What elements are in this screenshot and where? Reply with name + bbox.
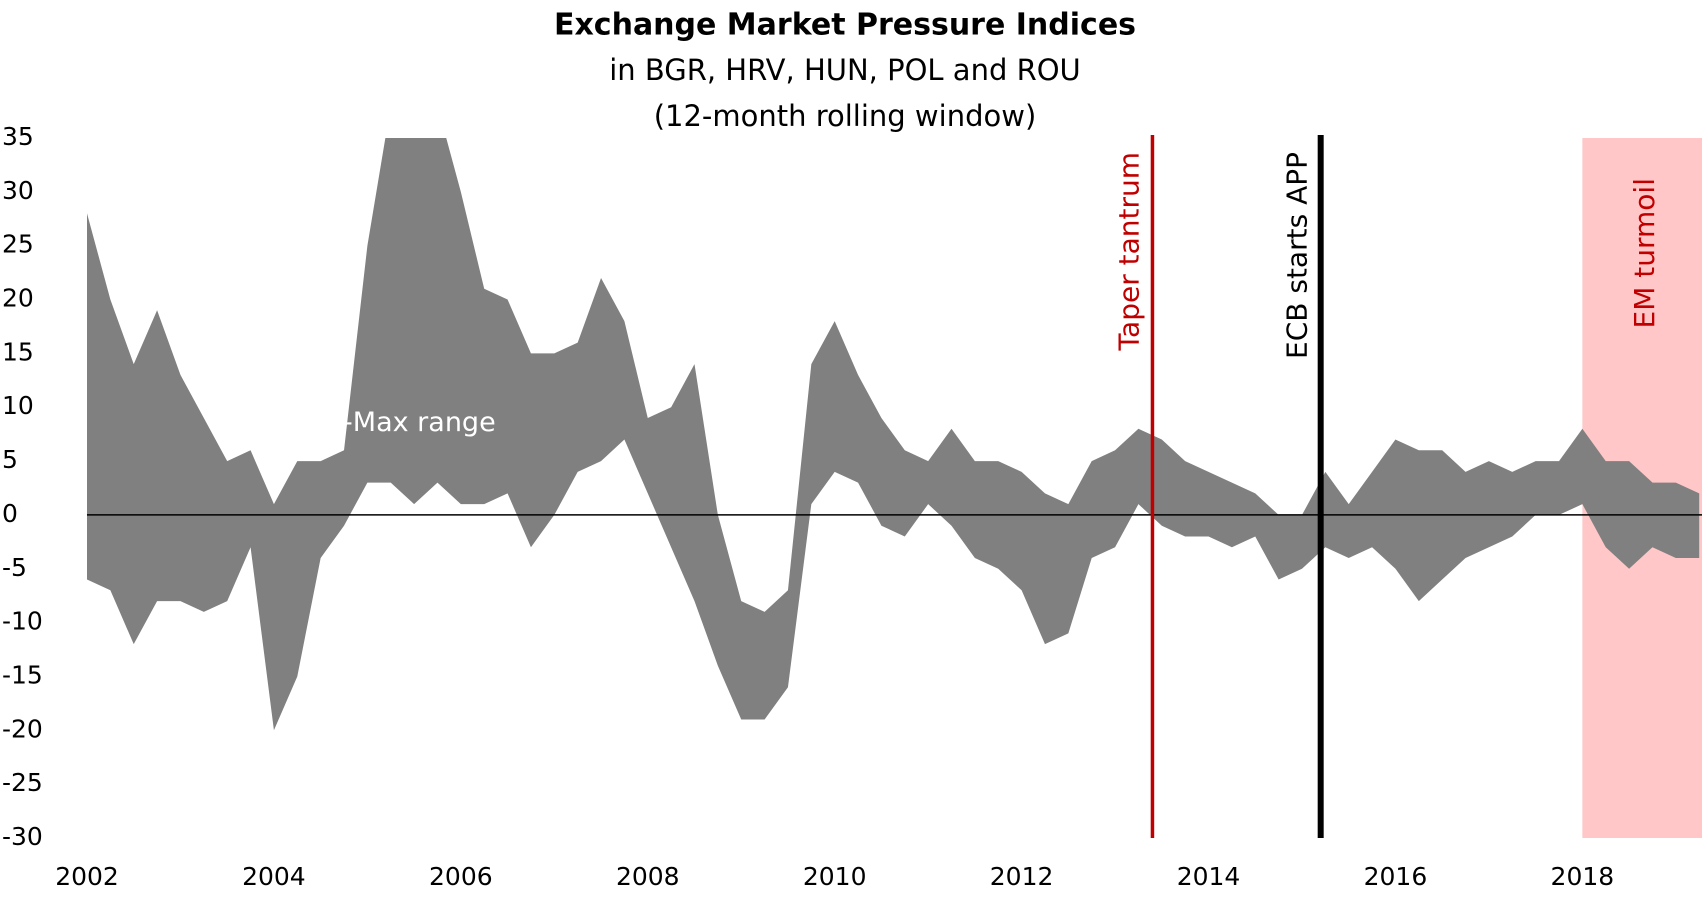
x-tick-label: 2016 (1364, 862, 1428, 891)
range-area (87, 138, 1700, 731)
plot-area (87, 138, 1702, 838)
y-tick-label: 0 (2, 499, 18, 528)
event-label: Taper tantrum (1112, 152, 1145, 351)
x-tick-label: 2006 (429, 862, 493, 891)
y-tick-label: -15 (2, 660, 43, 689)
y-tick-label: -10 (2, 607, 43, 636)
span-label: EM turmoil (1628, 178, 1661, 328)
y-tick-label: 5 (2, 445, 18, 474)
y-tick-label: 25 (2, 230, 34, 259)
y-tick-label: 15 (2, 337, 34, 366)
x-tick-label: 2004 (242, 862, 306, 891)
event-label: ECB starts APP (1281, 152, 1314, 359)
x-tick-label: 2018 (1551, 862, 1615, 891)
y-tick-label: 30 (2, 176, 34, 205)
chart-subtitle: (12-month rolling window) (654, 99, 1037, 133)
y-tick-label: 20 (2, 284, 34, 313)
y-tick-label: 35 (2, 122, 34, 151)
x-tick-label: 2012 (990, 862, 1054, 891)
y-tick-label: -25 (2, 768, 43, 797)
x-tick-label: 2008 (616, 862, 680, 891)
x-tick-label: 2010 (803, 862, 867, 891)
chart-subtitle: in BGR, HRV, HUN, POL and ROU (609, 53, 1081, 87)
y-tick-label: -30 (2, 822, 43, 851)
y-tick-label: -5 (2, 553, 27, 582)
y-tick-label: 10 (2, 391, 34, 420)
chart-title: Exchange Market Pressure Indices (554, 8, 1136, 43)
series-label: Min-Max range (295, 407, 496, 438)
y-tick-label: -20 (2, 714, 43, 743)
x-tick-label: 2014 (1177, 862, 1241, 891)
x-tick-label: 2002 (55, 862, 119, 891)
